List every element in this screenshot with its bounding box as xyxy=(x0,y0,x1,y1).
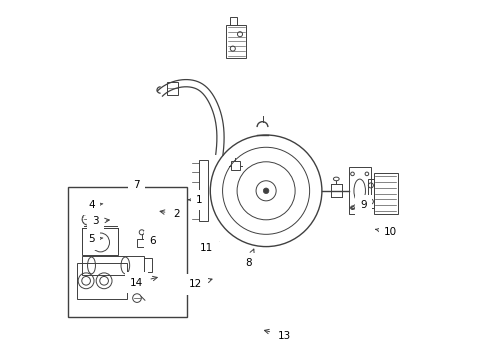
Text: 10: 10 xyxy=(375,227,396,237)
Bar xyxy=(68,187,186,317)
Bar xyxy=(143,258,151,273)
Text: 13: 13 xyxy=(264,329,290,341)
Bar xyxy=(82,228,118,255)
Bar xyxy=(230,17,237,25)
Text: 2: 2 xyxy=(160,209,179,219)
Text: 1: 1 xyxy=(188,195,203,205)
Text: 9: 9 xyxy=(350,200,366,210)
Bar xyxy=(167,82,177,95)
Bar xyxy=(348,167,370,214)
Bar xyxy=(77,263,127,299)
Text: 6: 6 xyxy=(149,236,156,246)
Bar xyxy=(226,25,246,58)
Text: 3: 3 xyxy=(92,216,109,226)
Bar xyxy=(137,239,146,247)
Bar xyxy=(199,160,208,221)
Text: 5: 5 xyxy=(88,234,102,244)
Bar xyxy=(367,179,373,208)
Bar xyxy=(231,161,239,170)
Text: 14: 14 xyxy=(130,276,157,288)
Text: 11: 11 xyxy=(200,242,218,253)
Text: 12: 12 xyxy=(189,278,212,289)
Circle shape xyxy=(263,188,268,194)
Bar xyxy=(373,173,397,214)
Text: 8: 8 xyxy=(244,249,254,268)
Text: 7: 7 xyxy=(133,180,140,190)
Bar xyxy=(82,256,143,275)
Text: 4: 4 xyxy=(88,200,102,210)
